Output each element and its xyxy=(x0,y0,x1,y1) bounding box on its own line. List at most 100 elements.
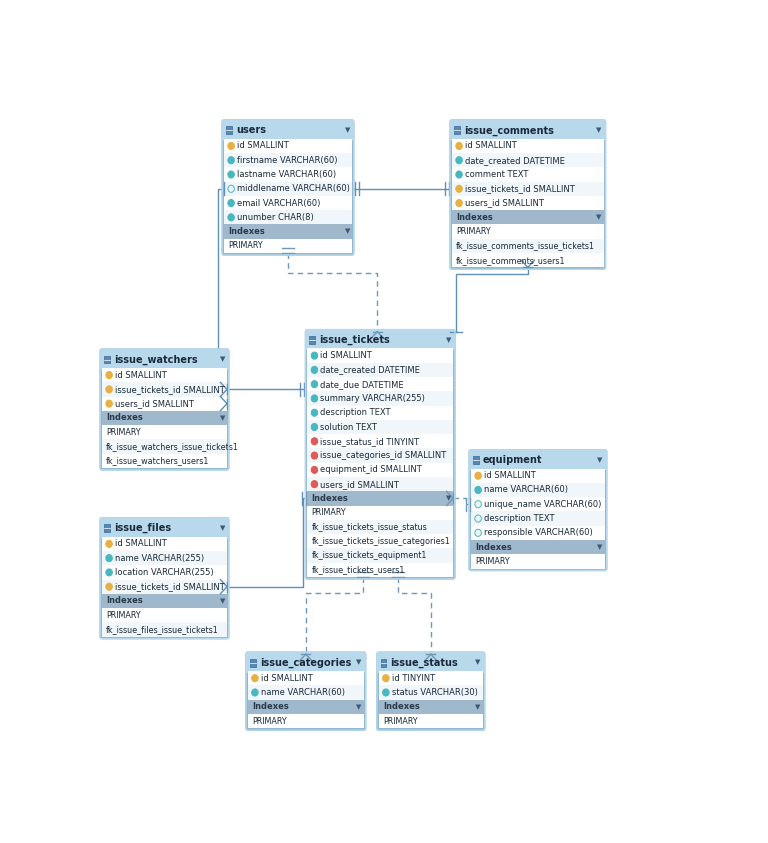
Bar xyxy=(248,700,364,714)
Text: fk_issue_comments_users1: fk_issue_comments_users1 xyxy=(456,255,565,265)
Text: ▼: ▼ xyxy=(598,544,603,550)
Bar xyxy=(454,126,460,134)
Bar xyxy=(471,469,605,483)
FancyBboxPatch shape xyxy=(100,518,229,539)
Circle shape xyxy=(311,438,318,445)
Circle shape xyxy=(228,157,234,164)
Bar xyxy=(224,181,352,196)
Text: Indexes: Indexes xyxy=(456,212,493,222)
Text: fk_issue_tickets_equipment1: fk_issue_tickets_equipment1 xyxy=(312,551,427,560)
Circle shape xyxy=(382,674,389,682)
Text: ▼: ▼ xyxy=(596,214,601,220)
Bar xyxy=(307,549,453,562)
Circle shape xyxy=(455,157,462,164)
Bar xyxy=(307,362,453,377)
Bar xyxy=(307,448,453,463)
Bar xyxy=(226,126,232,134)
Bar xyxy=(224,168,352,181)
Text: ▼: ▼ xyxy=(356,659,362,666)
Bar xyxy=(307,463,453,477)
Bar xyxy=(102,579,227,593)
Text: comment TEXT: comment TEXT xyxy=(465,170,528,179)
Text: ▼: ▼ xyxy=(445,496,451,502)
Text: middlename VARCHAR(60): middlename VARCHAR(60) xyxy=(237,185,350,193)
Bar xyxy=(248,685,364,700)
Circle shape xyxy=(311,466,318,474)
FancyBboxPatch shape xyxy=(100,349,229,370)
Bar xyxy=(307,405,453,420)
Text: id SMALLINT: id SMALLINT xyxy=(465,142,517,150)
Circle shape xyxy=(252,674,258,682)
Text: equipment_id SMALLINT: equipment_id SMALLINT xyxy=(320,465,422,475)
Text: issue_files: issue_files xyxy=(114,524,171,534)
Bar xyxy=(102,382,227,396)
FancyBboxPatch shape xyxy=(246,652,366,673)
Circle shape xyxy=(311,395,318,402)
Bar xyxy=(452,181,604,196)
Text: solution TEXT: solution TEXT xyxy=(320,422,377,432)
Bar xyxy=(102,551,227,566)
Bar xyxy=(452,224,604,239)
Text: location VARCHAR(255): location VARCHAR(255) xyxy=(115,568,214,577)
Text: description TEXT: description TEXT xyxy=(320,408,391,417)
Bar xyxy=(379,685,483,700)
Bar xyxy=(102,411,227,425)
Text: Indexes: Indexes xyxy=(383,702,419,711)
Bar xyxy=(380,658,386,667)
Text: Indexes: Indexes xyxy=(228,227,265,236)
Text: name VARCHAR(255): name VARCHAR(255) xyxy=(115,554,204,562)
Text: status VARCHAR(30): status VARCHAR(30) xyxy=(392,688,478,697)
Circle shape xyxy=(106,569,112,576)
FancyBboxPatch shape xyxy=(306,330,455,579)
Bar xyxy=(224,210,352,224)
Circle shape xyxy=(106,540,112,547)
Bar xyxy=(471,540,605,554)
Text: ▼: ▼ xyxy=(345,228,350,234)
Bar xyxy=(307,434,453,448)
Text: id SMALLINT: id SMALLINT xyxy=(484,471,536,481)
Bar xyxy=(248,714,364,728)
Text: Indexes: Indexes xyxy=(252,702,289,711)
Bar xyxy=(224,139,352,153)
Circle shape xyxy=(106,372,112,379)
Bar xyxy=(307,506,453,520)
Bar xyxy=(307,348,453,362)
Bar xyxy=(452,153,604,168)
Bar xyxy=(102,425,227,439)
Text: ▼: ▼ xyxy=(445,337,451,343)
Circle shape xyxy=(252,689,258,696)
Bar xyxy=(102,537,227,551)
FancyBboxPatch shape xyxy=(377,652,485,673)
Text: date_due DATETIME: date_due DATETIME xyxy=(320,379,404,389)
Circle shape xyxy=(106,386,112,393)
Text: users: users xyxy=(236,126,266,136)
Bar xyxy=(102,566,227,579)
Text: ▼: ▼ xyxy=(220,415,225,421)
Bar xyxy=(250,658,256,667)
Text: fk_issue_files_issue_tickets1: fk_issue_files_issue_tickets1 xyxy=(106,625,219,634)
Bar xyxy=(224,153,352,168)
Bar xyxy=(471,497,605,512)
Text: PRIMARY: PRIMARY xyxy=(228,241,263,250)
Text: ▼: ▼ xyxy=(475,659,481,666)
FancyBboxPatch shape xyxy=(222,120,354,255)
Text: users_id SMALLINT: users_id SMALLINT xyxy=(465,199,544,207)
FancyBboxPatch shape xyxy=(100,518,229,639)
Bar xyxy=(471,483,605,497)
FancyBboxPatch shape xyxy=(246,652,366,730)
Bar xyxy=(379,671,483,685)
FancyBboxPatch shape xyxy=(222,120,354,141)
Circle shape xyxy=(475,501,482,507)
Text: lastname VARCHAR(60): lastname VARCHAR(60) xyxy=(237,170,336,179)
Bar xyxy=(104,524,110,532)
Bar xyxy=(307,377,453,391)
Text: unumber CHAR(8): unumber CHAR(8) xyxy=(237,212,314,222)
Text: PRIMARY: PRIMARY xyxy=(106,427,141,437)
FancyBboxPatch shape xyxy=(100,349,229,470)
Bar xyxy=(471,526,605,540)
Text: issue_status: issue_status xyxy=(391,658,458,668)
Text: ▼: ▼ xyxy=(475,704,481,710)
Circle shape xyxy=(106,555,112,561)
Text: users_id SMALLINT: users_id SMALLINT xyxy=(115,399,194,408)
Bar xyxy=(307,391,453,405)
